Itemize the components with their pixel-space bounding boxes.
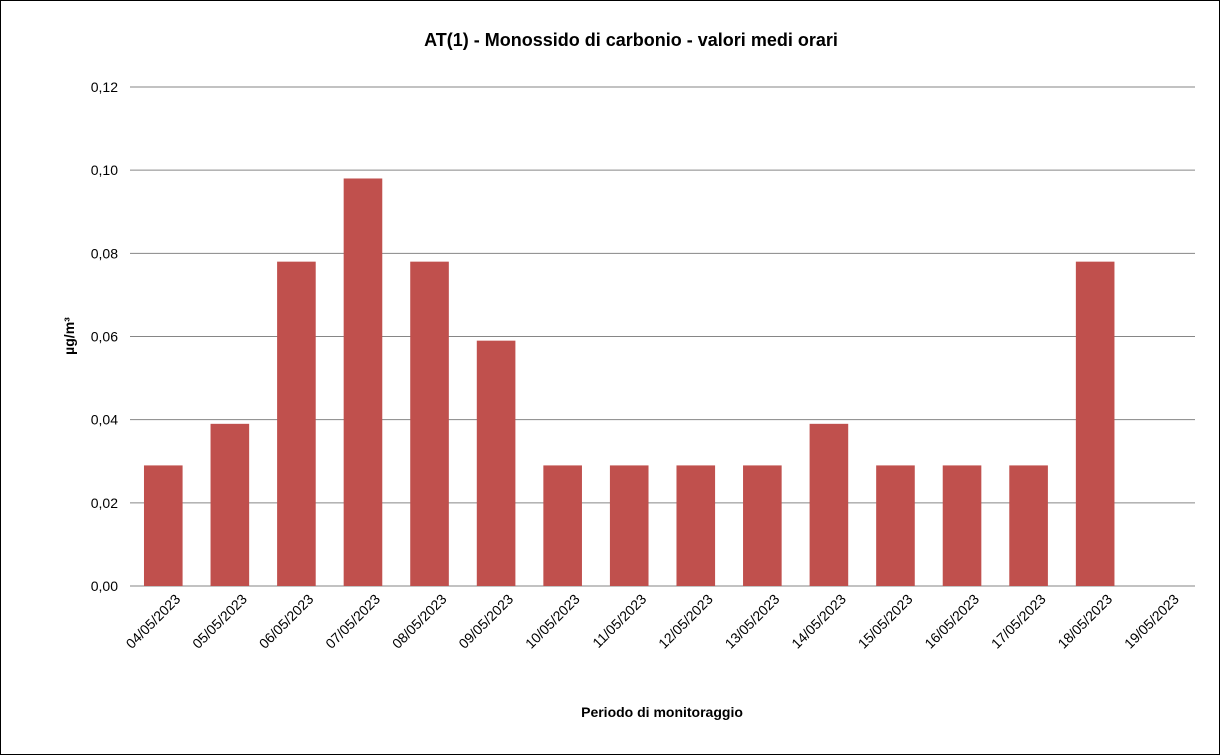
chart-title: AT(1) - Monossido di carbonio - valori m… <box>424 30 838 50</box>
bar <box>210 423 250 586</box>
bar <box>143 465 183 586</box>
bar <box>1075 261 1115 586</box>
bar <box>410 261 449 586</box>
bar <box>543 465 582 586</box>
y-tick-label: 0,06 <box>91 329 118 345</box>
bar <box>609 465 649 586</box>
y-tick-label: 0,08 <box>91 245 118 261</box>
bar <box>743 465 782 586</box>
bar <box>942 465 982 586</box>
y-axis-title: µg/m³ <box>61 317 77 355</box>
y-tick-label: 0,02 <box>91 495 118 511</box>
bar <box>1009 465 1048 586</box>
y-tick-label: 0,00 <box>91 578 118 594</box>
y-tick-label: 0,12 <box>91 79 118 95</box>
bar <box>476 340 516 586</box>
y-tick-label: 0,04 <box>91 412 118 428</box>
bar <box>277 261 316 586</box>
y-tick-label: 0,10 <box>91 162 118 178</box>
bar <box>876 465 915 586</box>
x-axis-title: Periodo di monitoraggio <box>581 704 743 720</box>
bar <box>676 465 716 586</box>
bar <box>343 178 383 586</box>
bar <box>809 423 849 586</box>
